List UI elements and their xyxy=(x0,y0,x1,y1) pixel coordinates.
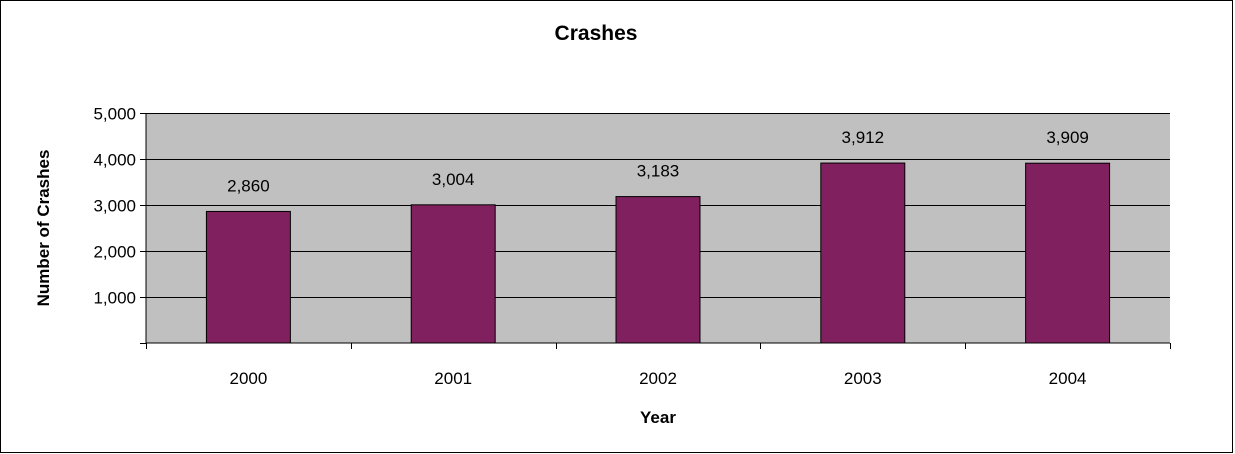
data-labels: 2,860 3,004 3,183 3,912 3,909 xyxy=(227,128,1089,195)
chart-title: Crashes xyxy=(555,22,638,45)
y-axis-title: Number of Crashes xyxy=(34,150,53,307)
x-axis-title: Year xyxy=(640,408,676,427)
x-tick-label: 2002 xyxy=(639,369,677,388)
y-tick-labels: 1,000 2,000 3,000 4,000 5,000 xyxy=(93,105,136,308)
x-tick-label: 2004 xyxy=(1049,369,1087,388)
y-tick-label: 3,000 xyxy=(93,197,136,216)
bar-2003 xyxy=(820,162,906,344)
bars xyxy=(205,162,1111,344)
data-label-2000: 2,860 xyxy=(227,176,270,195)
data-label-2001: 3,004 xyxy=(432,170,475,189)
x-tick-labels: 2000 2001 2002 2003 2004 xyxy=(229,369,1086,388)
y-tick-label: 5,000 xyxy=(93,105,136,124)
y-tick-label: 2,000 xyxy=(93,243,136,262)
bar-2001 xyxy=(410,204,496,344)
x-tick-label: 2001 xyxy=(434,369,472,388)
data-label-2003: 3,912 xyxy=(842,128,885,147)
data-label-2004: 3,909 xyxy=(1046,128,1089,147)
bar-2002 xyxy=(615,196,701,344)
bar-2000 xyxy=(205,210,291,344)
x-tick-label: 2003 xyxy=(844,369,882,388)
axes xyxy=(140,113,1171,349)
y-tick-label: 4,000 xyxy=(93,151,136,170)
bar-2004 xyxy=(1025,162,1111,344)
y-tick-label: 1,000 xyxy=(93,289,136,308)
data-label-2002: 3,183 xyxy=(637,162,680,181)
x-tick-label: 2000 xyxy=(229,369,267,388)
